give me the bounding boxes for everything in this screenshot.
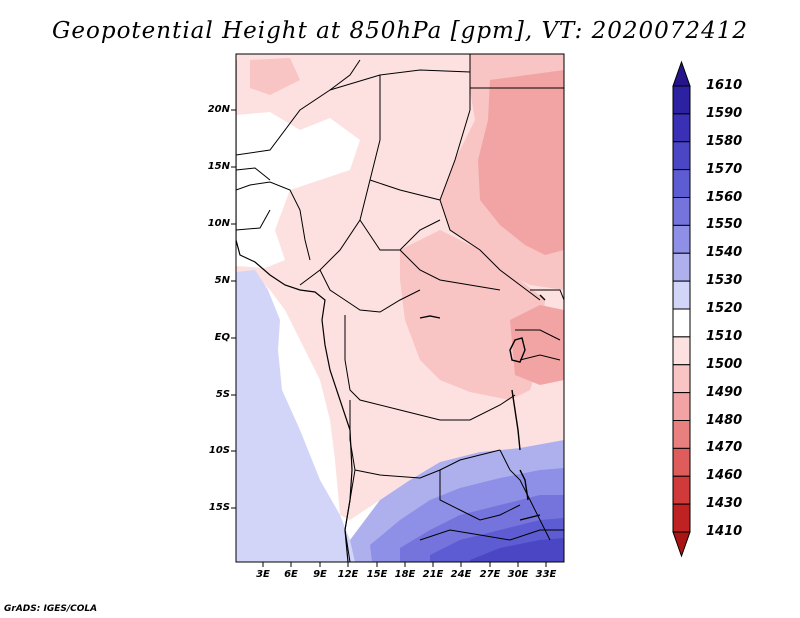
map-frame [235, 53, 565, 563]
lon-label-6e: 6E [284, 569, 298, 580]
lat-label-10s: 10S [208, 445, 230, 456]
contour-1480-lakes [510, 305, 564, 385]
colorbar-swatch [672, 85, 691, 115]
colorbar-swatch [672, 447, 691, 477]
colorbar-swatch [672, 224, 691, 254]
lon-label-12e: 12E [337, 569, 359, 580]
colorbar-label: 1580 [706, 133, 743, 149]
lat-label-5s: 5S [215, 389, 230, 400]
colorbar-bottom-triangle [672, 531, 691, 558]
lon-label-21e: 21E [422, 569, 444, 580]
contour-1520-ocean [236, 270, 360, 562]
lon-label-33e: 33E [535, 569, 557, 580]
lon-label-24e: 24E [450, 569, 472, 580]
colorbar-swatch [672, 169, 691, 198]
colorbar-label: 1550 [706, 217, 743, 233]
colorbar-label: 1510 [706, 328, 743, 344]
colorbar [672, 60, 691, 558]
lat-label-15s: 15S [208, 502, 230, 513]
colorbar-swatch [672, 252, 691, 282]
lon-label-18e: 18E [394, 569, 416, 580]
colorbar-swatch [672, 141, 691, 171]
colorbar-label: 1560 [706, 189, 743, 205]
lakes [419, 294, 546, 521]
lat-label-10n: 10N [207, 218, 230, 229]
colorbar-swatch [672, 475, 691, 505]
colorbar-label: 1490 [706, 384, 743, 400]
colorbar-label: 1520 [706, 301, 743, 316]
colorbar-label: 1460 [706, 468, 743, 484]
colorbar-label: 1540 [706, 245, 743, 261]
y-ticks [231, 109, 236, 509]
colorbar-label: 1570 [706, 161, 743, 177]
colorbar-swatch [672, 420, 691, 449]
lon-label-30e: 30E [507, 569, 529, 580]
colorbar-swatch [672, 336, 691, 366]
colorbar-swatch [672, 503, 691, 533]
grads-credit: GrADS: IGES/COLA [4, 604, 98, 614]
colorbar-label: 1610 [706, 78, 743, 93]
contour-1570-south [470, 538, 564, 562]
lon-label-27e: 27E [479, 569, 501, 580]
colorbar-swatch [672, 280, 691, 310]
colorbar-swatch [672, 364, 691, 394]
colorbar-swatch [672, 113, 691, 143]
colorbar-label: 1470 [706, 440, 743, 456]
colorbar-swatch [672, 392, 691, 421]
colorbar-label: 1500 [706, 356, 743, 372]
contour-1510-west [236, 112, 360, 268]
lon-label-3e: 3E [256, 569, 270, 580]
colorbar-label: 1590 [706, 105, 743, 121]
map-plot-area [236, 54, 564, 562]
contour-1480-ne [478, 70, 564, 255]
colorbar-label: 1430 [706, 496, 743, 512]
country-borders [236, 54, 564, 562]
lon-label-9e: 9E [313, 569, 327, 580]
lat-label-5n: 5N [214, 275, 230, 286]
lat-label-eq: EQ [214, 332, 230, 343]
lat-label-15n: 15N [207, 161, 230, 172]
colorbar-top-triangle [672, 60, 691, 87]
colorbar-label: 1480 [706, 412, 743, 428]
x-ticks [262, 562, 547, 567]
colorbar-label: 1530 [706, 273, 743, 289]
contour-1500-nw [250, 58, 300, 95]
coastline [236, 60, 353, 562]
colorbar-label: 1410 [706, 524, 743, 539]
contour-1490-central [400, 230, 545, 400]
map-title: Geopotential Height at 850hPa [gpm], VT:… [52, 18, 748, 44]
colorbar-swatch [672, 197, 691, 226]
lon-label-15e: 15E [366, 569, 388, 580]
colorbar-swatch [672, 308, 691, 338]
lat-label-20n: 20N [207, 104, 230, 115]
